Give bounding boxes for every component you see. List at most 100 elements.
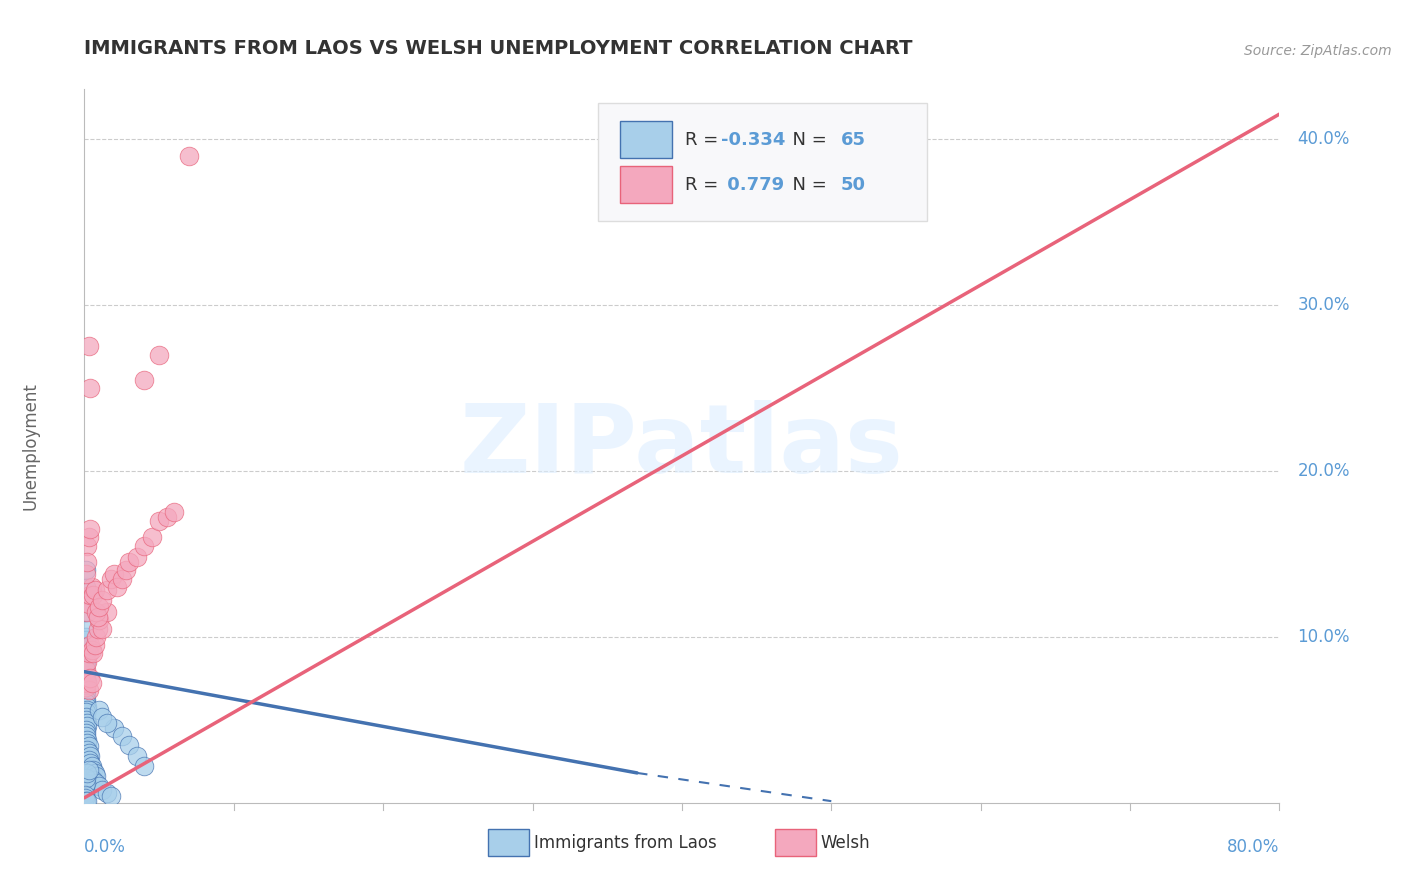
- Text: Immigrants from Laos: Immigrants from Laos: [534, 834, 717, 852]
- Point: [125, 550, 148, 565]
- Point: [75, 663, 97, 677]
- Point: [75, 630, 97, 644]
- Point: [91, 593, 114, 607]
- Point: [76, 699, 98, 714]
- Point: [75, 566, 97, 581]
- Point: [89, 599, 111, 614]
- Point: [75, 564, 97, 578]
- Point: [86, 630, 108, 644]
- Point: [82, 588, 104, 602]
- Point: [163, 505, 186, 519]
- Text: Welsh: Welsh: [821, 834, 870, 852]
- Point: [77, 530, 100, 544]
- Point: [86, 605, 108, 619]
- Point: [91, 622, 114, 636]
- Point: [76, 555, 98, 569]
- Point: [76, 674, 98, 689]
- Point: [86, 776, 108, 790]
- Point: [76, 794, 98, 808]
- Point: [118, 738, 141, 752]
- Point: [83, 766, 105, 780]
- Text: 20.0%: 20.0%: [1298, 462, 1350, 480]
- Point: [80, 759, 103, 773]
- Text: IMMIGRANTS FROM LAOS VS WELSH UNEMPLOYMENT CORRELATION CHART: IMMIGRANTS FROM LAOS VS WELSH UNEMPLOYME…: [84, 39, 912, 58]
- Point: [76, 539, 98, 553]
- Text: 0.779: 0.779: [721, 176, 785, 194]
- Point: [75, 723, 97, 737]
- Text: R =: R =: [686, 131, 724, 149]
- Point: [75, 643, 97, 657]
- Point: [77, 682, 100, 697]
- Point: [76, 719, 98, 733]
- Point: [76, 732, 98, 747]
- Point: [89, 613, 111, 627]
- Point: [75, 688, 97, 702]
- Point: [79, 638, 101, 652]
- Point: [83, 583, 105, 598]
- Point: [75, 709, 97, 723]
- Point: [75, 713, 97, 727]
- Point: [75, 655, 97, 669]
- Point: [91, 782, 114, 797]
- Point: [75, 580, 97, 594]
- Point: [77, 339, 100, 353]
- Point: [75, 794, 97, 808]
- Point: [75, 771, 97, 785]
- Point: [80, 643, 103, 657]
- Point: [141, 530, 163, 544]
- Point: [91, 709, 114, 723]
- Point: [155, 510, 177, 524]
- Point: [103, 566, 125, 581]
- Point: [75, 666, 97, 681]
- Point: [77, 746, 100, 760]
- FancyBboxPatch shape: [488, 830, 529, 855]
- Point: [79, 588, 101, 602]
- Text: 40.0%: 40.0%: [1298, 130, 1350, 148]
- Point: [96, 583, 118, 598]
- Point: [75, 680, 97, 694]
- Point: [115, 564, 138, 578]
- Text: Source: ZipAtlas.com: Source: ZipAtlas.com: [1244, 44, 1392, 58]
- Point: [82, 647, 104, 661]
- Point: [75, 776, 97, 790]
- Point: [76, 736, 98, 750]
- Point: [79, 749, 101, 764]
- Point: [76, 766, 98, 780]
- Point: [76, 605, 98, 619]
- Point: [87, 622, 110, 636]
- Point: [75, 647, 97, 661]
- Point: [103, 721, 125, 735]
- Text: 0.0%: 0.0%: [84, 838, 127, 856]
- Point: [87, 610, 110, 624]
- Point: [89, 703, 111, 717]
- Point: [77, 647, 100, 661]
- Point: [105, 580, 128, 594]
- Point: [80, 580, 103, 594]
- Point: [76, 716, 98, 731]
- Point: [79, 671, 101, 685]
- Point: [82, 763, 104, 777]
- Point: [73, 788, 96, 802]
- Point: [73, 782, 96, 797]
- Point: [75, 790, 97, 805]
- FancyBboxPatch shape: [599, 103, 927, 221]
- Point: [76, 742, 98, 756]
- Point: [132, 373, 156, 387]
- Point: [111, 572, 134, 586]
- Point: [96, 786, 118, 800]
- Point: [75, 730, 97, 744]
- Text: N =: N =: [782, 131, 832, 149]
- Point: [75, 705, 97, 719]
- Point: [75, 693, 97, 707]
- Text: N =: N =: [782, 176, 832, 194]
- Text: 80.0%: 80.0%: [1227, 838, 1279, 856]
- Point: [75, 659, 97, 673]
- Point: [83, 638, 105, 652]
- Point: [75, 779, 97, 793]
- Point: [76, 676, 98, 690]
- Point: [86, 769, 108, 783]
- Point: [76, 622, 98, 636]
- Point: [75, 696, 97, 710]
- Point: [80, 676, 103, 690]
- Point: [75, 682, 97, 697]
